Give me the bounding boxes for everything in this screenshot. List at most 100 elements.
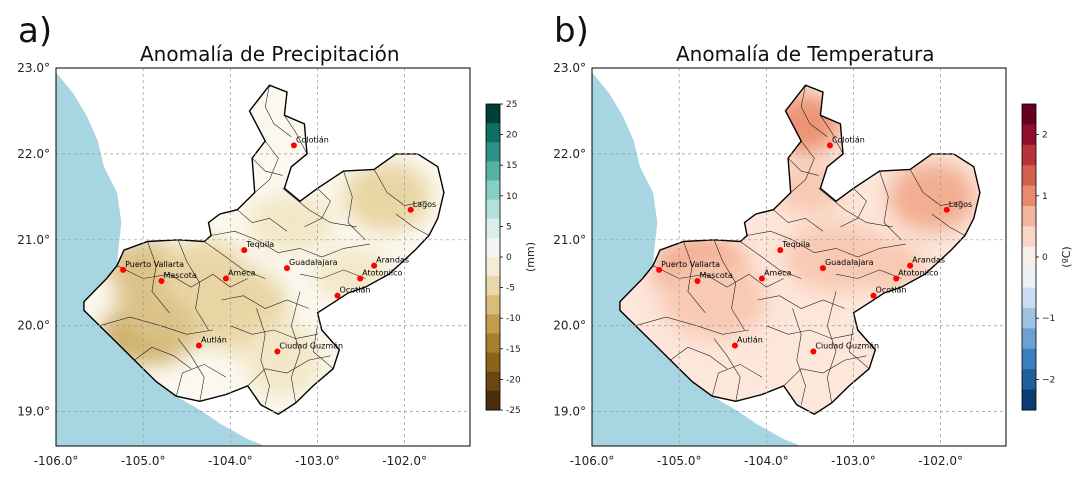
colorbar-tick-label-5: 0 bbox=[506, 253, 512, 263]
precipitation-map-title: Anomalía de Precipitación bbox=[140, 42, 400, 66]
colorbar-tick-label-0: 2 bbox=[1042, 131, 1048, 141]
colorbar-label: (ºC) bbox=[1060, 246, 1073, 267]
city-label-3: Guadalajara bbox=[825, 258, 874, 267]
municipal-line-14 bbox=[818, 188, 893, 228]
anomaly-blob-3 bbox=[775, 162, 845, 215]
colorbar-swatch-8 bbox=[486, 257, 500, 277]
city-label-5: Atotonilco bbox=[898, 268, 938, 277]
city-label-0: Colotlán bbox=[832, 135, 865, 144]
colorbar-tick-label-3: −1 bbox=[1042, 314, 1055, 324]
municipal-line-23 bbox=[284, 115, 308, 155]
municipal-line-16 bbox=[299, 269, 366, 279]
city-marker-5 bbox=[357, 275, 364, 282]
colorbar-swatch-0 bbox=[1022, 104, 1036, 125]
city-label-8: Ameca bbox=[228, 268, 256, 277]
map-frame bbox=[591, 67, 1007, 447]
colorbar-swatch-5 bbox=[1022, 206, 1036, 227]
city-marker-1 bbox=[407, 206, 414, 213]
y-tick-label-3: 20.0° bbox=[553, 319, 586, 333]
city-label-8: Ameca bbox=[764, 268, 792, 277]
panel-letter-a: a) bbox=[18, 11, 53, 51]
municipal-line-24 bbox=[800, 85, 828, 137]
city-label-9: Ocotlán bbox=[340, 286, 371, 295]
municipal-line-17 bbox=[343, 171, 366, 241]
anomaly-blob-6 bbox=[853, 239, 924, 292]
city-marker-0 bbox=[290, 142, 297, 149]
colorbar-swatch-9 bbox=[486, 276, 500, 296]
anomaly-blob-2 bbox=[888, 162, 976, 232]
municipal-line-16 bbox=[835, 269, 902, 279]
municipal-line-20 bbox=[304, 188, 331, 228]
y-tick-label-4: 19.0° bbox=[17, 405, 50, 419]
y-tick-label-1: 22.0° bbox=[17, 147, 50, 161]
y-tick-label-1: 22.0° bbox=[553, 147, 586, 161]
municipal-line-2 bbox=[713, 239, 745, 331]
colorbar-swatch-11 bbox=[486, 314, 500, 334]
city-marker-5 bbox=[893, 275, 900, 282]
colorbar-swatch-3 bbox=[1022, 165, 1036, 187]
city-marker-11 bbox=[810, 348, 817, 355]
colorbar-swatch-10 bbox=[486, 295, 500, 315]
x-tick-label-2: -104.0° bbox=[744, 454, 789, 468]
municipal-line-11 bbox=[247, 355, 331, 387]
municipal-line-23 bbox=[820, 115, 844, 155]
colorbar-tick-label-0: 25 bbox=[506, 100, 517, 110]
city-label-10: Autlán bbox=[201, 335, 227, 344]
x-tick-label-4: -102.0° bbox=[382, 454, 427, 468]
city-marker-10 bbox=[731, 342, 738, 349]
city-marker-9 bbox=[334, 292, 341, 299]
municipal-line-19 bbox=[931, 213, 966, 236]
city-marker-4 bbox=[371, 262, 378, 269]
municipal-line-4 bbox=[134, 346, 192, 369]
municipal-line-10 bbox=[230, 325, 318, 339]
municipal-line-1 bbox=[147, 241, 170, 313]
colorbar-swatch-10 bbox=[1022, 308, 1036, 329]
city-marker-2 bbox=[241, 247, 248, 254]
colorbar-swatch-7 bbox=[1022, 246, 1036, 268]
city-label-2: Tequila bbox=[245, 240, 274, 249]
municipal-line-6 bbox=[740, 241, 802, 279]
x-tick-label-3: -103.0° bbox=[831, 454, 876, 468]
municipal-line-26 bbox=[848, 325, 870, 369]
y-tick-label-0: 23.0° bbox=[553, 61, 586, 75]
city-marker-0 bbox=[826, 142, 833, 149]
municipal-line-21 bbox=[790, 140, 815, 193]
municipal-line-5 bbox=[176, 364, 227, 397]
colorbar-swatch-7 bbox=[486, 237, 500, 258]
colorbar-swatch-5 bbox=[486, 199, 500, 220]
temperature-panel: b) Anomalía de Temperatura -106.0° -105.0… bbox=[536, 0, 1076, 483]
colorbar-swatch-8 bbox=[1022, 267, 1036, 289]
colorbar-swatch-0 bbox=[486, 104, 500, 124]
municipal-line-19 bbox=[395, 213, 430, 236]
ocean bbox=[592, 68, 802, 446]
city-label-2: Tequila bbox=[781, 240, 810, 249]
colorbar-swatch-4 bbox=[486, 180, 500, 201]
city-marker-3 bbox=[283, 265, 290, 272]
municipal-line-20 bbox=[840, 188, 867, 228]
city-marker-4 bbox=[907, 262, 914, 269]
city-marker-6 bbox=[120, 266, 127, 273]
city-label-1: Lagos bbox=[949, 200, 973, 209]
anomaly-blob-8 bbox=[243, 321, 322, 399]
colorbar-swatch-6 bbox=[486, 218, 500, 239]
municipal-line-7 bbox=[747, 230, 815, 253]
municipal-line-22 bbox=[787, 157, 819, 176]
city-marker-9 bbox=[870, 292, 877, 299]
temperature-map-title: Anomalía de Temperatura bbox=[676, 42, 935, 66]
municipal-line-1 bbox=[683, 241, 706, 313]
colorbar: 25 20 15 10 5 0 -5 -10 -15 -20 -25 (mm) bbox=[485, 100, 537, 416]
colorbar-swatch-13 bbox=[1022, 369, 1036, 391]
city-label-6: Puerto Vallarta bbox=[661, 260, 720, 269]
y-tick-label-4: 19.0° bbox=[553, 405, 586, 419]
municipal-line-15 bbox=[278, 243, 370, 258]
municipal-line-9 bbox=[221, 295, 309, 309]
municipal-line-25 bbox=[190, 273, 248, 288]
colorbar-swatch-6 bbox=[1022, 226, 1036, 248]
colorbar-swatch-13 bbox=[486, 352, 500, 373]
city-label-6: Puerto Vallarta bbox=[125, 260, 184, 269]
municipal-line-4 bbox=[670, 346, 728, 369]
municipal-line-0 bbox=[116, 265, 192, 288]
colorbar-tick-label-8: -15 bbox=[506, 345, 521, 355]
municipal-line-6 bbox=[204, 241, 266, 279]
city-label-11: Ciudad Guzmán bbox=[279, 342, 343, 351]
